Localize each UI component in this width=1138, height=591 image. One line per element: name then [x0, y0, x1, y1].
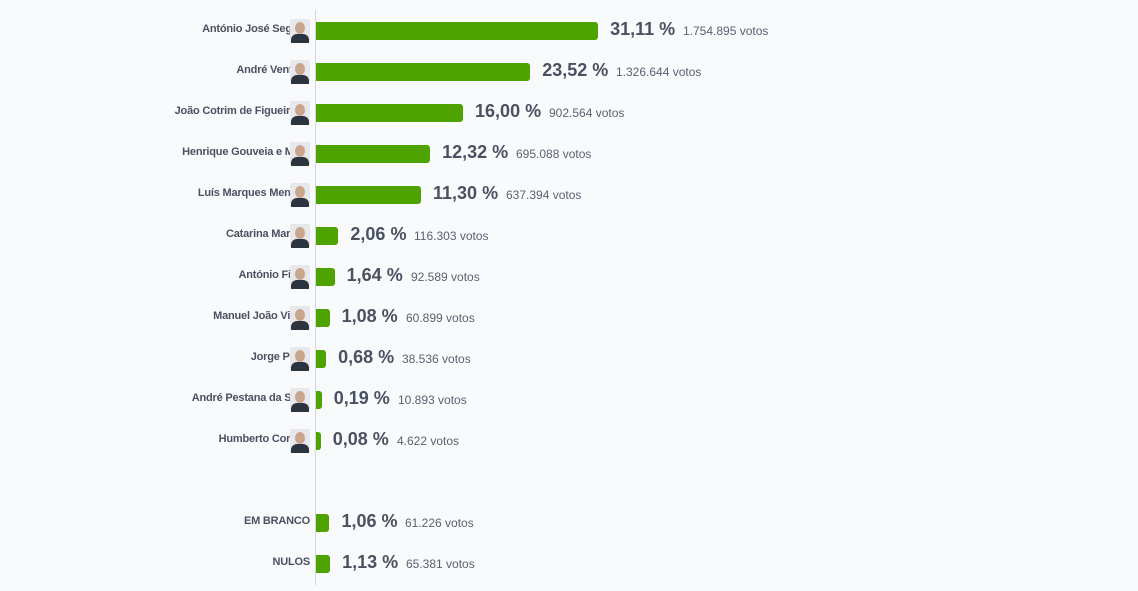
chart-row: EM BRANCO 1,06 % 61.226 votos: [0, 502, 1138, 543]
percent-label: 1,08 %: [341, 306, 398, 326]
candidate-name: Manuel João Vieira: [213, 310, 309, 322]
chart-row: NULOS 1,13 % 65.381 votos: [0, 543, 1138, 584]
avatar-head: [295, 227, 305, 239]
chart-row: Catarina Martins 2,06 % 116.303 votos: [0, 215, 1138, 256]
candidate-avatar: [290, 183, 310, 207]
candidate-name: Henrique Gouveia e Melo: [182, 146, 309, 158]
candidate-avatar: [290, 60, 310, 84]
bar-mark: [316, 63, 531, 81]
candidate-avatar: [290, 347, 310, 371]
votes-label: 116.303 votos: [414, 229, 489, 243]
chart-row: Luís Marques Mendes 11,30 % 637.394 votos: [0, 174, 1138, 215]
chart-row: Jorge Pinto 0,68 % 38.536 votos: [0, 338, 1138, 379]
percent-label: 23,52 %: [542, 60, 609, 80]
avatar-body: [291, 239, 309, 248]
avatar-body: [291, 34, 309, 43]
votes-label: 902.564 votos: [549, 106, 625, 120]
bar-mark: [316, 104, 464, 122]
bar-mark: [316, 268, 335, 286]
chart-row: Humberto Correia 0,08 % 4.622 votos: [0, 420, 1138, 461]
avatar-head: [295, 391, 305, 403]
percent-label: 0,19 %: [333, 388, 390, 408]
candidate-name: André Pestana da Silva: [191, 392, 309, 404]
avatar-head: [295, 145, 305, 157]
candidate-avatar: [290, 306, 310, 330]
chart-row: António José Seguro 31,11 % 1.754.895 voto…: [0, 10, 1138, 51]
avatar-body: [291, 403, 309, 412]
avatar-head: [295, 309, 305, 321]
avatar-head: [295, 104, 305, 116]
candidate-avatar: [290, 224, 310, 248]
avatar-head: [295, 350, 305, 362]
percent-label: 16,00 %: [475, 101, 542, 121]
candidate-avatar: [290, 101, 310, 125]
votes-label: 637.394 votos: [506, 188, 582, 202]
avatar-body: [291, 198, 309, 207]
avatar-body: [291, 157, 309, 166]
percent-label: 12,32 %: [442, 142, 509, 162]
percent-label: 1,06 %: [341, 511, 398, 531]
candidate-name: Catarina Martins: [226, 228, 309, 240]
bar-mark: [316, 145, 431, 163]
avatar-body: [291, 75, 309, 84]
bar-mark: [316, 514, 330, 532]
candidate-name: António José Seguro: [202, 23, 309, 35]
bar-mark: [316, 186, 422, 204]
percent-label: 1,64 %: [346, 265, 403, 285]
chart-row: André Pestana da Silva 0,19 % 10.893 votos: [0, 379, 1138, 420]
bar-mark: [316, 227, 339, 245]
candidate-name: Luís Marques Mendes: [197, 187, 309, 199]
bar-mark: [316, 22, 599, 40]
percent-label: 1,13 %: [342, 552, 399, 572]
percent-label: 31,11 %: [610, 19, 676, 39]
bar-mark: [316, 391, 322, 409]
candidate-avatar: [290, 142, 310, 166]
avatar-body: [291, 444, 309, 453]
votes-label: 10.893 votos: [398, 393, 467, 407]
votes-label: 1.754.895 votos: [683, 24, 769, 38]
avatar-head: [295, 63, 305, 75]
bar-mark: [316, 555, 331, 573]
votes-label: 695.088 votos: [516, 147, 592, 161]
avatar-body: [291, 116, 309, 125]
chart-row: Manuel João Vieira 1,08 % 60.899 votos: [0, 297, 1138, 338]
chart-axis-line: [315, 10, 316, 585]
votes-label: 4.622 votos: [397, 434, 460, 448]
avatar-head: [295, 22, 305, 34]
avatar-head: [295, 186, 305, 198]
avatar-head: [295, 432, 305, 444]
percent-label: 0,08 %: [332, 429, 389, 449]
chart-row: João Cotrim de Figueiredo 16,00 % 902.564 …: [0, 92, 1138, 133]
avatar-head: [295, 268, 305, 280]
candidate-name: NULOS: [272, 556, 310, 568]
votes-label: 38.536 votos: [402, 352, 471, 366]
percent-label: 11,30 %: [433, 183, 499, 203]
candidate-name: João Cotrim de Figueiredo: [174, 105, 310, 117]
chart-row: Henrique Gouveia e Melo 12,32 % 695.088 vo…: [0, 133, 1138, 174]
bar-mark: [316, 350, 327, 368]
votes-label: 61.226 votos: [405, 516, 474, 530]
avatar-body: [291, 321, 309, 330]
votes-label: 1.326.644 votos: [616, 65, 702, 79]
chart-row: André Ventura 23,52 % 1.326.644 votos: [0, 51, 1138, 92]
bar-mark: [316, 309, 330, 327]
candidate-avatar: [290, 429, 310, 453]
candidate-avatar: [290, 388, 310, 412]
avatar-body: [291, 280, 309, 289]
chart-row: António Filipe 1,64 % 92.589 votos: [0, 256, 1138, 297]
bar-mark: [316, 432, 321, 450]
avatar-body: [291, 362, 309, 371]
candidate-avatar: [290, 265, 310, 289]
candidate-name: Humberto Correia: [218, 433, 310, 445]
votes-label: 65.381 votos: [406, 557, 475, 571]
candidate-avatar: [290, 19, 310, 43]
votes-label: 92.589 votos: [411, 270, 480, 284]
percent-label: 2,06 %: [350, 224, 407, 244]
candidate-name: EM BRANCO: [243, 515, 310, 527]
votes-label: 60.899 votos: [406, 311, 475, 325]
percent-label: 0,68 %: [338, 347, 395, 367]
